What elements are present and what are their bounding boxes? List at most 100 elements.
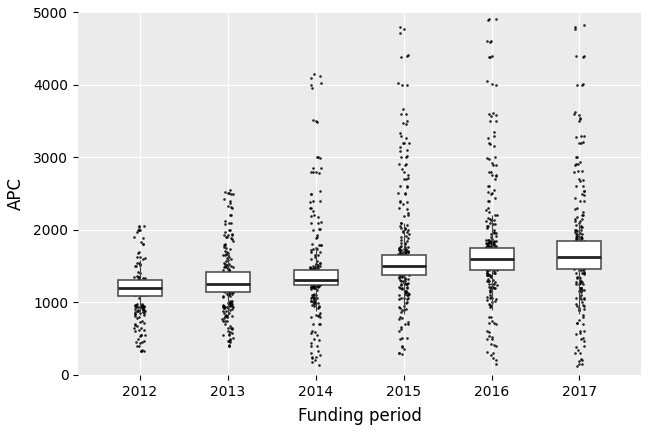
Point [305,267,316,273]
Point [394,296,404,303]
Point [482,246,492,253]
Point [489,341,500,348]
Point [402,259,413,266]
Point [579,286,589,293]
Point [130,280,141,287]
Point [396,154,406,161]
Point [492,250,502,257]
Point [306,213,316,220]
Point [395,252,405,259]
Point [222,284,233,291]
Point [132,287,143,294]
Point [221,278,231,285]
Point [400,253,411,260]
Point [139,283,149,290]
Point [575,277,586,284]
Point [571,270,581,276]
Point [401,255,411,262]
Point [483,205,493,212]
Point [489,254,500,261]
Point [396,269,406,276]
Point [400,256,411,263]
Point [484,254,494,260]
Point [133,304,143,311]
Point [137,285,147,292]
Point [222,190,233,197]
Point [395,223,406,230]
Point [570,161,580,168]
Point [133,294,144,301]
Point [218,267,228,273]
Point [403,292,413,299]
Point [401,261,411,268]
Point [575,328,586,335]
Point [218,292,229,299]
Point [575,293,585,300]
Point [489,320,500,327]
Point [130,274,140,281]
Point [222,287,233,294]
Point [575,234,586,241]
Point [133,284,143,291]
Point [224,226,235,233]
Point [574,140,584,146]
Point [316,79,326,86]
Point [397,268,407,275]
Point [484,263,494,270]
Point [485,53,495,60]
Point [577,259,587,266]
Point [401,53,411,60]
Point [395,265,406,272]
Point [396,264,406,270]
Point [223,280,233,287]
Point [492,261,502,268]
Point [487,294,497,301]
Point [571,262,581,269]
Point [484,300,494,307]
Point [396,243,406,250]
Point [401,260,411,267]
Point [404,260,414,267]
Point [397,334,407,341]
Point [400,241,410,248]
Point [483,256,493,263]
Point [483,156,494,162]
Point [222,276,233,283]
Point [402,252,412,259]
Point [487,110,498,117]
Point [131,286,141,293]
Point [492,212,502,219]
Point [130,311,141,318]
Point [226,271,236,278]
Point [575,284,586,291]
Point [579,259,589,266]
Point [575,292,586,299]
Point [131,289,141,295]
Point [574,254,584,260]
Point [138,283,148,289]
Point [570,194,581,201]
Point [138,286,148,293]
Point [490,251,500,258]
Point [306,277,316,284]
Point [306,283,316,290]
Point [137,288,147,295]
Point [399,260,409,267]
Point [485,216,495,222]
Point [577,247,587,254]
Point [483,264,493,270]
Point [577,190,587,197]
Point [399,213,409,219]
Point [577,267,588,273]
Point [224,309,235,316]
Point [227,235,238,242]
Point [577,259,588,266]
Point [485,249,495,256]
Point [308,197,319,204]
Point [223,273,233,280]
Point [221,308,231,314]
Point [309,212,319,219]
Point [402,269,413,276]
Point [482,293,492,300]
Bar [470,248,513,270]
